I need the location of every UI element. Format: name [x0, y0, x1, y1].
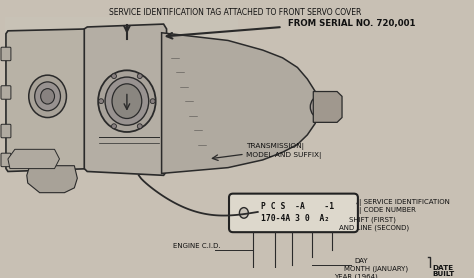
Polygon shape [8, 149, 59, 168]
Ellipse shape [29, 75, 66, 118]
Polygon shape [27, 166, 77, 193]
Text: BUILT: BUILT [432, 271, 455, 277]
Text: P C S  -A    -1: P C S -A -1 [261, 202, 334, 211]
Text: DAY: DAY [354, 258, 367, 264]
Text: DATE: DATE [432, 265, 453, 271]
Ellipse shape [98, 70, 155, 132]
Ellipse shape [329, 102, 337, 112]
Text: ENGINE C.I.D.: ENGINE C.I.D. [173, 243, 221, 249]
Text: MONTH (JANUARY): MONTH (JANUARY) [344, 265, 408, 272]
Text: MODEL AND SUFFIX|: MODEL AND SUFFIX| [246, 152, 321, 159]
FancyBboxPatch shape [1, 86, 11, 99]
Text: | CODE NUMBER: | CODE NUMBER [359, 207, 416, 214]
Ellipse shape [112, 84, 142, 118]
Polygon shape [162, 33, 317, 173]
Ellipse shape [137, 124, 142, 129]
Text: SERVICE IDENTIFICATION TAG ATTACHED TO FRONT SERVO COVER: SERVICE IDENTIFICATION TAG ATTACHED TO F… [109, 8, 361, 17]
Text: FROM SERIAL NO. 720,001: FROM SERIAL NO. 720,001 [288, 19, 415, 28]
FancyBboxPatch shape [229, 194, 358, 232]
Ellipse shape [35, 82, 61, 111]
Ellipse shape [41, 89, 55, 104]
FancyBboxPatch shape [1, 153, 11, 167]
Text: TRANSMISSION|: TRANSMISSION| [246, 143, 304, 150]
Ellipse shape [111, 74, 117, 78]
Polygon shape [6, 29, 91, 172]
Ellipse shape [310, 96, 328, 118]
Ellipse shape [111, 124, 117, 129]
FancyBboxPatch shape [1, 47, 11, 61]
Text: YEAR (1964): YEAR (1964) [334, 273, 378, 278]
Text: | SERVICE IDENTIFICATION: | SERVICE IDENTIFICATION [359, 199, 450, 207]
Polygon shape [84, 24, 166, 175]
Ellipse shape [137, 74, 142, 78]
Ellipse shape [150, 99, 155, 104]
Text: SHIFT (FIRST): SHIFT (FIRST) [349, 217, 396, 223]
FancyBboxPatch shape [5, 17, 238, 170]
Text: AND LINE (SECOND): AND LINE (SECOND) [339, 224, 409, 231]
Text: 170-4A 3 0  A₂: 170-4A 3 0 A₂ [261, 214, 329, 223]
Ellipse shape [99, 99, 104, 104]
Ellipse shape [105, 77, 149, 125]
Ellipse shape [239, 208, 248, 218]
FancyBboxPatch shape [1, 124, 11, 138]
Ellipse shape [321, 99, 333, 115]
Polygon shape [313, 91, 342, 122]
